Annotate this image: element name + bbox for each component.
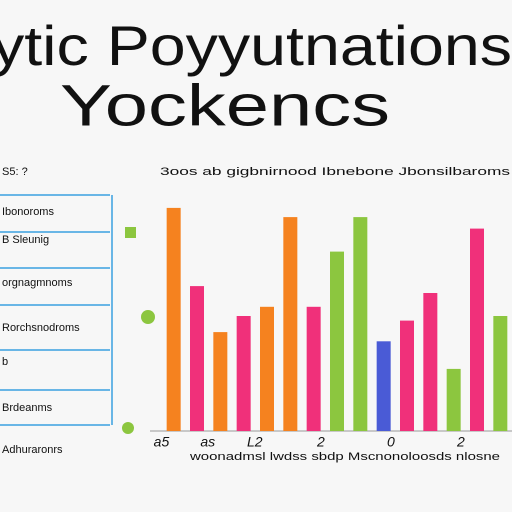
chart-subtitle: Yockencs [60,73,390,138]
bar [260,306,274,431]
legend-label: Rorchsnodroms [2,322,80,334]
bar [353,217,368,431]
marker [141,310,155,324]
footer-text: woonadmsl lwdss sbdp Mscnonoloosds nlosn… [189,451,500,463]
bar [213,332,228,431]
legend-label: B Sleunig [2,234,49,246]
bar [166,207,181,431]
legend-frame [0,194,113,426]
bar [423,293,438,431]
x-tick-label: as [200,434,215,450]
bar [446,368,461,431]
legend-label: Ibonoroms [2,206,54,218]
bar [283,217,298,431]
x-tick-label: 2 [316,434,325,450]
x-tick-label: 0 [387,434,395,450]
legend-label: S5: ? [2,166,28,178]
bar [376,341,391,431]
bar [493,316,508,431]
bar [400,320,414,431]
legend-label: b [2,356,8,368]
marker [125,227,136,238]
chart-title: ytic Poyyutnations [0,14,512,77]
legend-label: Adhuraronrs [2,444,63,456]
x-tick-label: a5 [154,434,170,450]
legend-label: orgnagmnoms [2,277,73,289]
bar [306,306,321,431]
bar [190,286,204,431]
marker [122,422,134,434]
bar [236,316,251,431]
x-tick-label: 2 [456,434,465,450]
header-text: 3oos ab gigbnirnood Ibnebone Jbonsilbaro… [160,166,511,178]
bar [470,228,484,431]
bar [330,251,344,431]
legend-label: Brdeanms [2,402,53,414]
x-tick-label: L2 [247,434,263,450]
